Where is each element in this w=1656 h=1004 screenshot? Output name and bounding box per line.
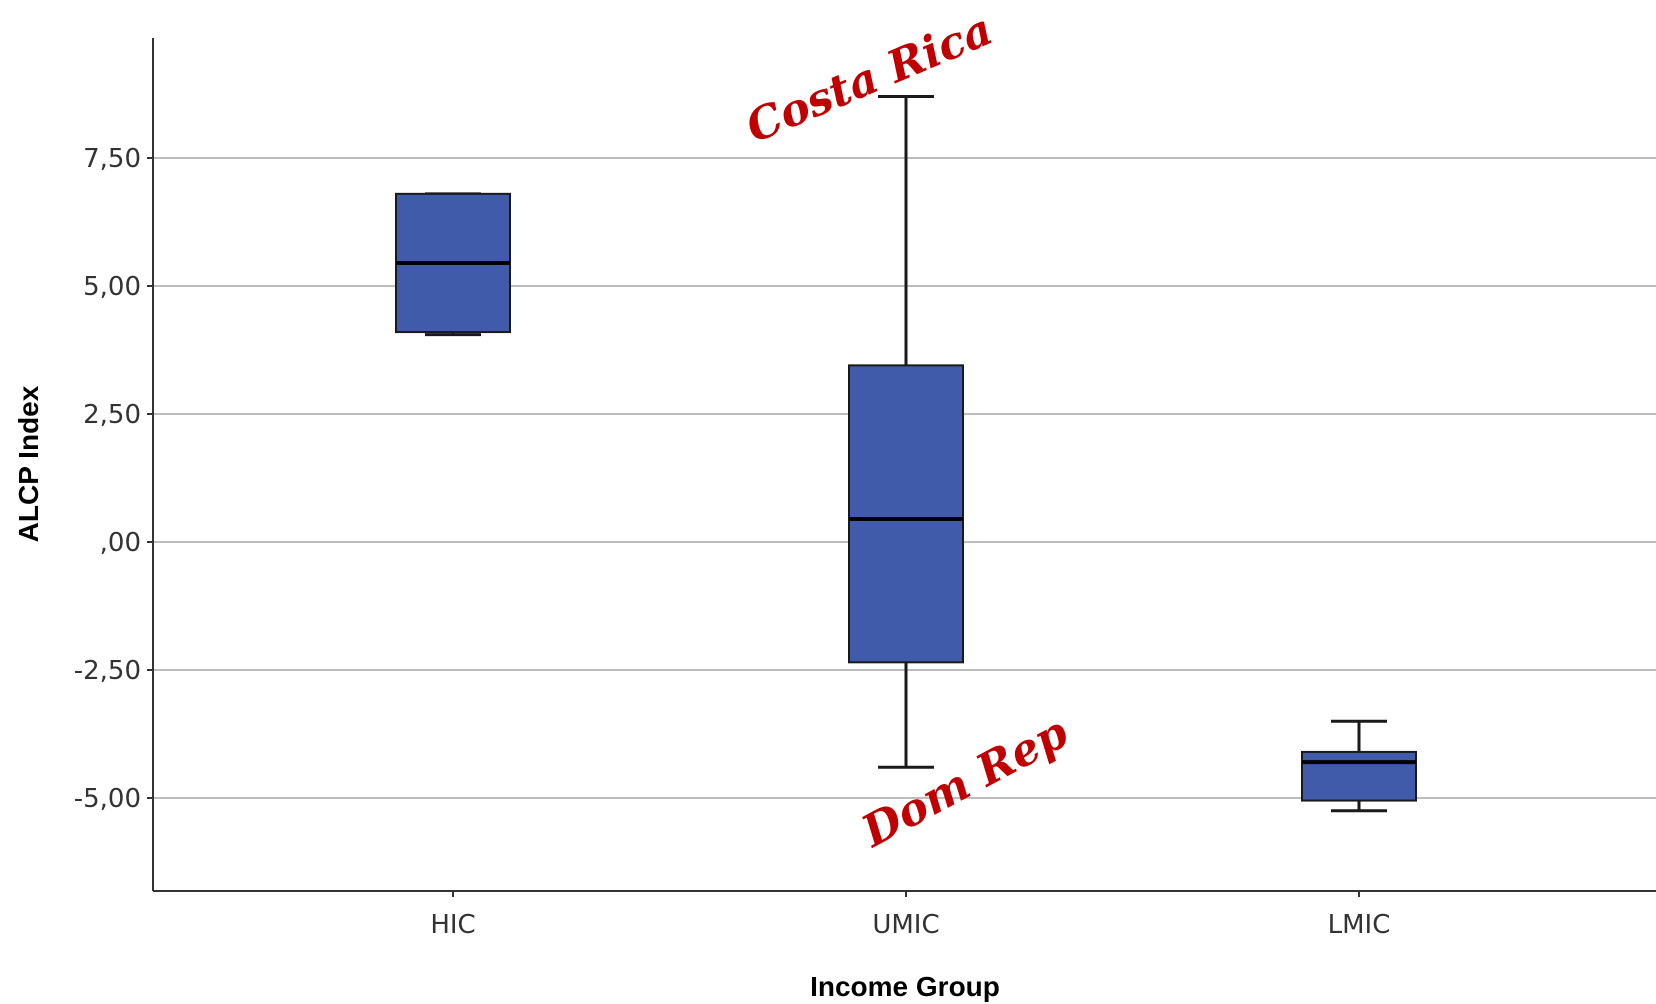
box-iqr [1302,752,1416,801]
x-tick-labels: HIC UMIC LMIC [430,891,1390,940]
y-tick-label: 7,50 [83,144,141,174]
annotation-min-label: Dom Rep [852,707,1076,859]
annotation-max-label: Costa Rica [739,4,1000,153]
box-lmic [1302,721,1416,811]
y-tick-label: ,00 [100,528,141,558]
box-umic [849,97,963,768]
y-tick-labels: 7,50 5,00 2,50 ,00 -2,50 -5,00 [74,144,141,814]
y-tick-label: 5,00 [83,272,141,302]
x-axis-title: Income Group [810,971,1000,1002]
y-tick-label: -5,00 [74,784,141,814]
y-tick-label: -2,50 [74,656,141,686]
y-axis-title: ALCP Index [13,385,44,542]
x-tick-label: LMIC [1328,910,1391,940]
box-iqr [849,365,963,662]
box-hic [396,194,510,335]
y-tick-label: 2,50 [83,400,141,430]
x-tick-label: UMIC [872,910,939,940]
x-tick-label: HIC [430,910,475,940]
boxes [396,97,1416,811]
